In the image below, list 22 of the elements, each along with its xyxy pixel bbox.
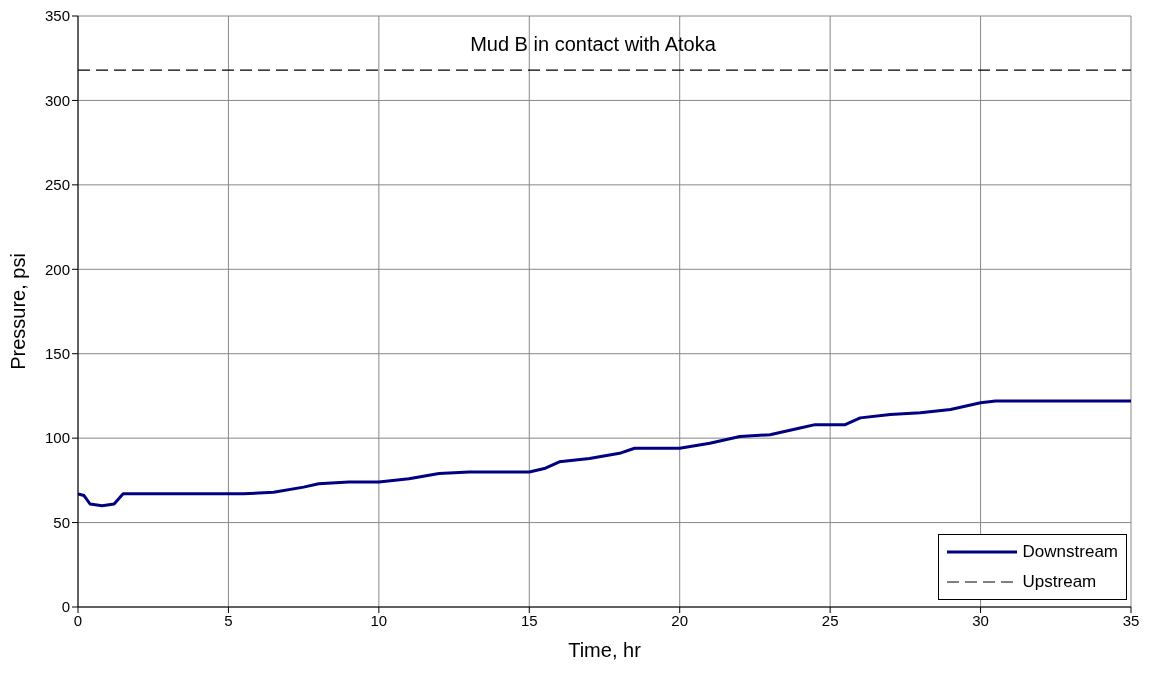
x-tick-label: 10 xyxy=(370,611,388,629)
y-tick-label: 250 xyxy=(44,176,70,194)
x-tick-label: 30 xyxy=(972,611,989,629)
line-series xyxy=(78,399,1131,508)
x-tick-label: 5 xyxy=(224,611,233,629)
text: Mud B in contact with Atoka xyxy=(470,33,717,55)
x-tick-label: 35 xyxy=(1122,611,1140,629)
legend-label: Upstream xyxy=(1022,572,1097,592)
y-tick-label: 0 xyxy=(61,598,70,616)
y-tick-label: 150 xyxy=(44,345,70,363)
y-tick-label: 50 xyxy=(53,513,70,531)
legend-label: Downstream xyxy=(1022,542,1118,562)
y-axis-title: Pressure, psi xyxy=(7,253,30,370)
x-tick-label: 0 xyxy=(73,611,83,629)
x-tick-label: 20 xyxy=(671,611,689,629)
x-axis-title: Time, hr xyxy=(568,639,642,661)
x-tick-label: 25 xyxy=(821,611,839,629)
y-tick-label: 100 xyxy=(44,429,70,447)
y-tick-label: 300 xyxy=(44,91,70,109)
x-tick-label: 15 xyxy=(520,611,538,629)
y-tick-label: 200 xyxy=(44,260,70,278)
y-tick-label: 350 xyxy=(44,7,70,25)
